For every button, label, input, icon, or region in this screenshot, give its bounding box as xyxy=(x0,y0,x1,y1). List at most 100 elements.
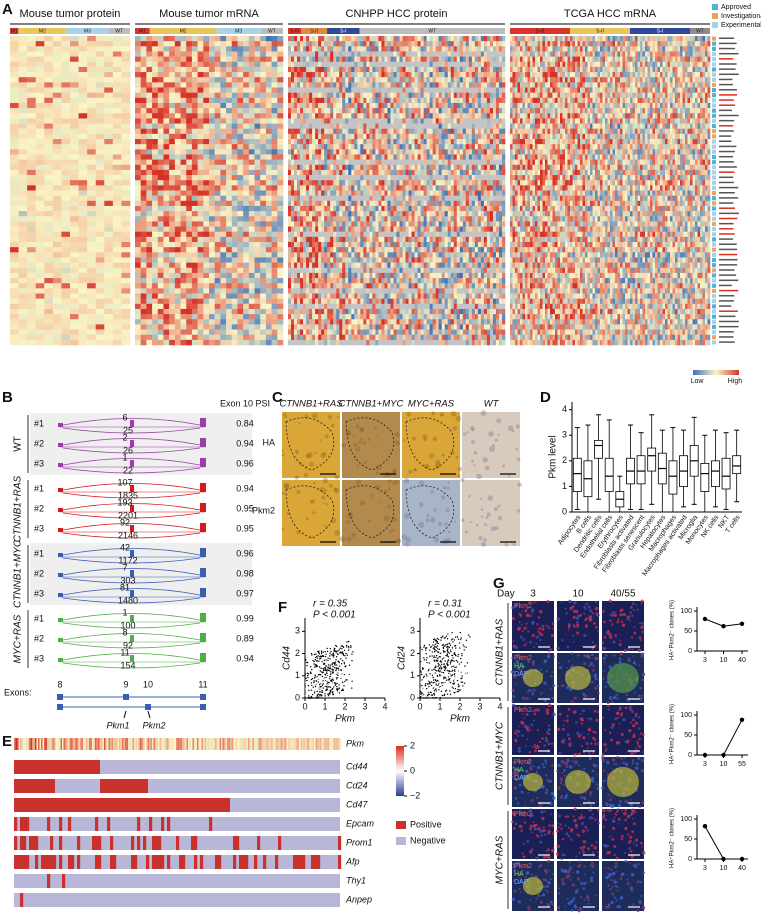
heatmap-cell xyxy=(351,324,355,330)
heatmap-cell xyxy=(104,102,114,109)
heatmap-cell xyxy=(174,334,181,341)
heatmap-cell xyxy=(163,149,170,155)
heatmap-cell xyxy=(390,72,394,78)
heatmap-cell xyxy=(324,51,328,57)
heatmap-cell xyxy=(303,108,307,114)
heatmap-cell xyxy=(277,175,284,181)
heatmap-cell xyxy=(135,211,141,217)
heatmap-cell xyxy=(363,231,367,238)
heatmap-cell xyxy=(402,61,406,68)
heatmap-cell xyxy=(61,72,71,78)
heatmap-cell xyxy=(357,272,361,279)
heatmap-cell xyxy=(209,236,215,243)
heatmap-cell xyxy=(248,92,255,99)
heatmap-cell xyxy=(294,293,298,299)
heatmap-cell xyxy=(186,195,193,202)
heatmap-cell xyxy=(342,82,346,88)
heatmap-cell xyxy=(27,324,37,330)
heatmap-cell xyxy=(254,272,261,279)
heatmap-cell xyxy=(10,61,19,68)
heatmap-cell xyxy=(309,113,313,119)
heatmap-cell xyxy=(375,77,379,83)
heatmap-cell xyxy=(321,195,325,202)
heatmap-cell xyxy=(104,308,114,315)
heatmap-cell xyxy=(312,77,316,83)
heatmap-cell xyxy=(254,56,261,63)
heatmap-cell xyxy=(265,303,272,310)
heatmap-cell xyxy=(243,298,250,305)
heatmap-cell xyxy=(87,36,97,42)
heatmap-cell xyxy=(333,72,337,78)
heatmap-cell xyxy=(288,262,292,269)
heatmap-cell xyxy=(231,226,238,232)
heatmap-cell xyxy=(309,314,313,320)
heatmap-cell xyxy=(387,102,391,109)
heatmap-cell xyxy=(146,334,153,341)
heatmap-cell xyxy=(330,169,334,176)
heatmap-cell xyxy=(146,82,153,88)
heatmap-cell xyxy=(18,113,28,119)
heatmap-cell xyxy=(248,190,255,196)
heatmap-cell xyxy=(381,257,385,263)
heatmap-cell xyxy=(414,97,418,104)
heatmap-cell xyxy=(135,36,141,42)
heatmap-cell xyxy=(248,185,255,191)
heatmap-cell xyxy=(408,314,412,320)
heatmap-cell xyxy=(387,56,391,63)
heatmap-cell xyxy=(254,61,261,68)
heatmap-cell xyxy=(152,272,159,279)
heatmap-cell xyxy=(157,324,164,330)
heatmap-cell xyxy=(399,262,403,269)
heatmap-cell xyxy=(297,87,301,93)
heatmap-cell xyxy=(330,87,334,93)
heatmap-cell xyxy=(414,211,418,217)
heatmap-cell xyxy=(393,236,397,243)
heatmap-cell xyxy=(357,267,361,274)
heatmap-cell xyxy=(348,267,352,274)
heatmap xyxy=(135,36,284,346)
heatmap-cell xyxy=(408,87,412,93)
heatmap-cell xyxy=(294,257,298,263)
heatmap-cell xyxy=(209,211,215,217)
heatmap-cell xyxy=(169,56,176,63)
heatmap-cell xyxy=(375,288,379,294)
heatmap-cell xyxy=(408,41,412,47)
heatmap-cell xyxy=(300,278,304,284)
heatmap-cell xyxy=(146,211,153,217)
heatmap-cell xyxy=(157,303,164,310)
heatmap-cell xyxy=(214,97,221,104)
heatmap-cell xyxy=(312,329,316,335)
heatmap-cell xyxy=(226,303,233,310)
heatmap-cell xyxy=(330,41,334,47)
heatmap-cell xyxy=(381,339,385,346)
heatmap-cell xyxy=(306,298,310,305)
heatmap-cell xyxy=(104,92,114,99)
heatmap-cell xyxy=(291,252,295,258)
heatmap-cell xyxy=(277,87,284,93)
segment-title: Mouse tumor mRNA xyxy=(159,8,259,20)
heatmap-cell xyxy=(209,216,215,222)
heatmap-cell xyxy=(18,82,28,88)
heatmap-cell xyxy=(387,113,391,119)
heatmap-cell xyxy=(27,66,37,73)
heatmap-cell xyxy=(271,236,278,243)
heatmap-cell xyxy=(309,298,313,305)
heatmap-cell xyxy=(87,180,97,186)
heatmap-cell xyxy=(277,329,284,335)
heatmap-cell xyxy=(231,242,238,248)
heatmap-cell xyxy=(169,293,176,299)
heatmap-cell xyxy=(186,164,193,171)
heatmap-cell xyxy=(324,149,328,155)
heatmap-cell xyxy=(35,185,45,191)
heatmap-cell xyxy=(306,113,310,119)
heatmap-cell xyxy=(387,108,391,114)
heatmap-cell xyxy=(180,102,187,109)
heatmap-cell xyxy=(384,97,388,104)
heatmap-cell xyxy=(44,97,54,104)
heatmap-cell xyxy=(112,278,122,284)
heatmap-cell xyxy=(312,216,316,222)
heatmap-cell xyxy=(408,61,412,68)
heatmap-cell xyxy=(180,247,187,253)
heatmap-cell xyxy=(104,113,114,119)
heatmap-cell xyxy=(318,303,322,310)
